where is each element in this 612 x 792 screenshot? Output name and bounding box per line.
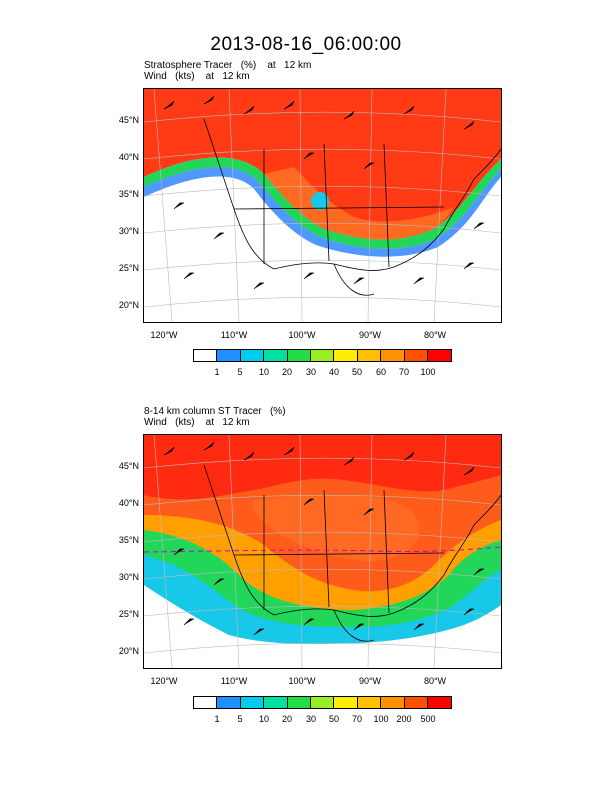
panel1-colorbar-label: 50: [351, 367, 362, 377]
panel1-subtitle-tracer: Stratosphere Tracer (%) at 12 km: [144, 60, 312, 71]
panel2-lat-label: 20°N: [118, 646, 139, 656]
panel1-map: [143, 88, 502, 323]
panel1-colorbar: [193, 349, 453, 362]
panel2-colorbar-label: 100: [373, 714, 389, 724]
panel1-field-spot: [311, 192, 329, 210]
panel1-lon-label: 100°W: [288, 330, 316, 340]
panel2-lat-label: 35°N: [118, 535, 139, 545]
panel2-map-svg: [144, 435, 501, 668]
colorbar-swatch: [381, 350, 405, 361]
plot-title: 2013-08-16_06:00:00: [210, 34, 402, 55]
colorbar-swatch: [427, 350, 452, 361]
colorbar-swatch: [310, 697, 335, 708]
panel2-lon-label: 90°W: [358, 676, 382, 686]
colorbar-swatch: [194, 350, 218, 361]
panel2-field-white: [144, 585, 501, 668]
colorbar-swatch: [404, 697, 428, 708]
colorbar-swatch: [240, 350, 265, 361]
panel1-graticule: [144, 89, 501, 322]
panel1-map-svg: [144, 89, 501, 322]
panel2-colorbar-label: 500: [420, 714, 436, 724]
panel2-subtitle-wind: Wind (kts) at 12 km: [144, 417, 250, 428]
panel2-colorbar-label: 10: [258, 714, 269, 724]
colorbar-swatch: [264, 350, 288, 361]
colorbar-swatch: [381, 697, 405, 708]
panel1-colorbar-label: 10: [258, 367, 269, 377]
panel2-lon-label: 110°W: [220, 676, 248, 686]
colorbar-swatch: [357, 350, 382, 361]
panel1-subtitle-wind: Wind (kts) at 12 km: [144, 71, 250, 82]
panel2-colorbar-label: 30: [305, 714, 316, 724]
panel1-lat-label: 30°N: [118, 226, 139, 236]
panel1-lon-label: 90°W: [358, 330, 382, 340]
colorbar-swatch: [404, 350, 428, 361]
panel2-subtitle-tracer: 8-14 km column ST Tracer (%): [144, 406, 286, 417]
panel2-lon-label: 80°W: [423, 676, 447, 686]
panel1-field-high: [144, 89, 501, 240]
colorbar-swatch: [334, 697, 358, 708]
panel2-lon-label: 100°W: [288, 676, 316, 686]
panel2-lat-label: 40°N: [118, 498, 139, 508]
panel1-field-band-blue: [144, 167, 501, 257]
panel1-colorbar-label: 30: [305, 367, 316, 377]
panel2-coastlines: [203, 464, 501, 642]
colorbar-swatch: [427, 697, 452, 708]
panel1-colorbar-label: 40: [328, 367, 339, 377]
colorbar-swatch: [194, 697, 218, 708]
panel2-colorbar-label: 1: [214, 714, 220, 724]
panel2-lat-label: 30°N: [118, 572, 139, 582]
colorbar-swatch: [357, 697, 382, 708]
colorbar-swatch: [310, 350, 335, 361]
colorbar-swatch: [287, 350, 311, 361]
colorbar-swatch: [240, 697, 265, 708]
panel2-dashed-contour: [144, 546, 501, 553]
panel1-colorbar-label: 5: [237, 367, 243, 377]
panel2-lat-label: 25°N: [118, 609, 139, 619]
panel2-colorbar: [193, 696, 453, 709]
panel1-field-band-green: [144, 157, 501, 249]
panel2-wind-barbs: [163, 441, 484, 636]
panel2-lat-label: 45°N: [118, 461, 139, 471]
panel1-field-orange: [264, 167, 454, 240]
panel1-lon-label: 80°W: [423, 330, 447, 340]
colorbar-swatch: [217, 697, 241, 708]
panel1-lat-label: 45°N: [118, 115, 139, 125]
panel2-colorbar-label: 200: [396, 714, 412, 724]
panel2-colorbar-label: 20: [281, 714, 292, 724]
panel1-colorbar-label: 20: [281, 367, 292, 377]
colorbar-swatch: [334, 350, 358, 361]
panel2-graticule: [144, 435, 501, 668]
panel2-colorbar-label: 50: [328, 714, 339, 724]
colorbar-swatch: [287, 697, 311, 708]
panel1-colorbar-label: 60: [375, 367, 386, 377]
panel1-lat-label: 25°N: [118, 263, 139, 273]
panel2-field-mid: [252, 494, 420, 562]
panel2-colorbar-label: 5: [237, 714, 243, 724]
panel1-lat-label: 40°N: [118, 152, 139, 162]
panel1-colorbar-label: 1: [214, 367, 220, 377]
panel1-colorbar-label: 100: [420, 367, 436, 377]
panel1-lat-label: 35°N: [118, 189, 139, 199]
panel2-map: [143, 434, 502, 669]
colorbar-swatch: [217, 350, 241, 361]
panel1-colorbar-label: 70: [398, 367, 409, 377]
panel1-lon-label: 110°W: [220, 330, 248, 340]
colorbar-swatch: [264, 697, 288, 708]
panel1-lat-label: 20°N: [118, 300, 139, 310]
panel2-colorbar-label: 70: [351, 714, 362, 724]
panel1-lon-label: 120°W: [150, 330, 178, 340]
panel1-wind-barbs: [163, 95, 484, 290]
panel2-lon-label: 120°W: [150, 676, 178, 686]
panel1-coastlines: [203, 118, 501, 296]
